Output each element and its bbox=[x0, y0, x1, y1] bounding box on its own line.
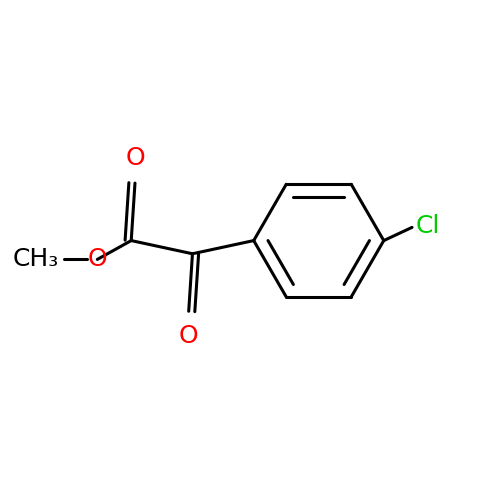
Text: Cl: Cl bbox=[416, 214, 440, 238]
Text: O: O bbox=[125, 146, 145, 170]
Text: O: O bbox=[179, 324, 199, 348]
Text: CH₃: CH₃ bbox=[12, 248, 58, 272]
Text: O: O bbox=[88, 248, 107, 272]
